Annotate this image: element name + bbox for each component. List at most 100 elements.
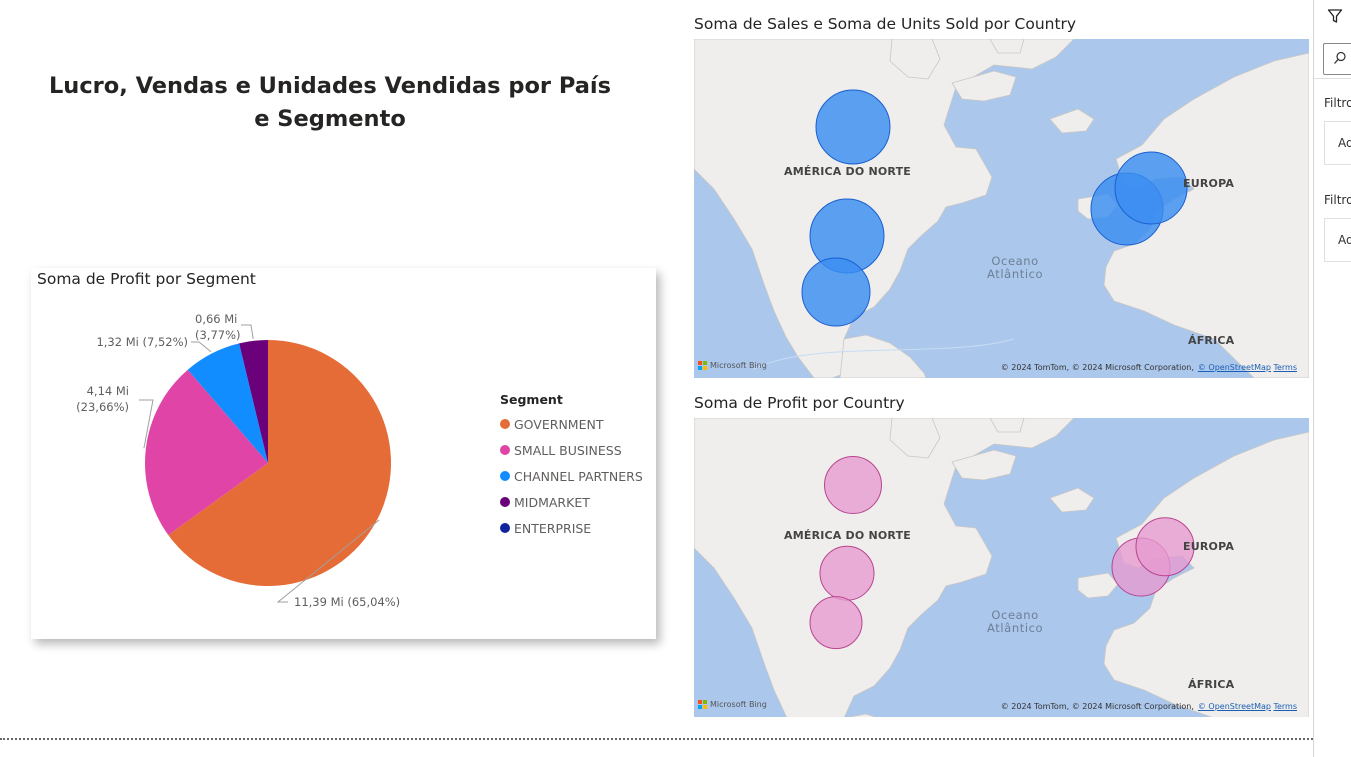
pie-chart[interactable]: 11,39 Mi (65,04%) 4,14 Mi (23,66%) 1,32 Mi … xyxy=(31,268,656,639)
land-arctic-island-2 xyxy=(989,39,1025,54)
data-label-small-business-value: 4,14 Mi xyxy=(87,384,129,398)
data-label-midmarket-percent: (3,77%) xyxy=(195,328,241,342)
filter-search-input[interactable] xyxy=(1323,43,1351,75)
map-label-atlantic-ocean: Oceano Atlântico xyxy=(987,607,1044,635)
legend-marker-enterprise xyxy=(500,523,510,533)
land-north-america xyxy=(694,39,1075,378)
legend-label-small-business: SMALL BUSINESS xyxy=(514,442,622,458)
map-bubble-united-states[interactable] xyxy=(819,545,875,601)
map-bubble-mexico[interactable] xyxy=(809,596,863,650)
map-label-europe: EUROPA xyxy=(1183,539,1235,553)
legend-marker-channel-partners xyxy=(500,471,510,481)
ocean-label-line-1: Oceano xyxy=(991,254,1039,268)
pie-slice-government[interactable] xyxy=(168,340,392,586)
land-caribbean xyxy=(839,334,927,378)
filter-add-field-2-text: Ad xyxy=(1338,233,1351,247)
data-label-midmarket-value: 0,66 Mi xyxy=(195,312,237,326)
data-label-channel-partners: 1,32 Mi (7,52%) xyxy=(96,335,188,349)
map-bubble-germany[interactable] xyxy=(1135,517,1195,577)
filter-icon[interactable] xyxy=(1327,8,1343,28)
microsoft-logo-icon xyxy=(698,361,707,370)
map-label-atlantic-ocean: Oceano Atlântico xyxy=(987,255,1043,281)
ocean-label-line-1: Oceano xyxy=(991,607,1039,622)
bing-text: Microsoft Bing xyxy=(710,700,767,709)
pie-legend: Segment GOVERNMENT SMALL BUSINESS CHANNEL … xyxy=(500,392,643,541)
leader-line-small-business xyxy=(139,399,154,449)
map-basemap xyxy=(694,39,1309,378)
map-label-africa: ÁFRICA xyxy=(1188,334,1235,347)
pie-chart-title: Soma de Profit por Segment xyxy=(37,270,256,288)
map-bubble-canada[interactable] xyxy=(824,456,882,515)
legend-item-midmarket[interactable]: MIDMARKET xyxy=(500,489,643,515)
filter-label-page: Filtros xyxy=(1324,193,1351,207)
map-sales-canvas[interactable]: AMÉRICA DO NORTE EUROPA ÁFRICA Oceano Atlânt… xyxy=(694,39,1309,378)
legend-item-enterprise[interactable]: ENTERPRISE xyxy=(500,515,643,541)
terms-link[interactable]: Terms xyxy=(1273,702,1297,711)
map-label-north-america: AMÉRICA DO NORTE xyxy=(784,529,912,543)
attribution-text: © 2024 TomTom, © 2024 Microsoft Corporat… xyxy=(1000,363,1194,372)
bing-logo: Microsoft Bing xyxy=(698,361,767,370)
bing-text: Microsoft Bing xyxy=(710,361,767,370)
legend-item-government[interactable]: GOVERNMENT xyxy=(500,411,643,437)
legend-title: Segment xyxy=(500,392,563,407)
search-icon xyxy=(1334,51,1346,64)
map-attribution: © 2024 TomTom, © 2024 Microsoft Corporat… xyxy=(1001,702,1271,711)
land-greenland-tip xyxy=(951,70,1017,102)
map-label-north-america: AMÉRICA DO NORTE xyxy=(784,165,912,178)
legend-marker-midmarket xyxy=(500,497,510,507)
map-profit-canvas[interactable]: AMÉRICA DO NORTE EUROPA ÁFRICA Oceano Atlânt… xyxy=(694,418,1309,717)
map-bubble-canada[interactable] xyxy=(815,89,891,165)
map-sales-visual[interactable]: Soma de Sales e Soma de Units Sold por C… xyxy=(694,12,1309,378)
terms-link[interactable]: Terms xyxy=(1273,363,1297,372)
map-basemap xyxy=(694,418,1309,717)
land-arctic-island-2 xyxy=(989,418,1025,433)
filter-add-field-1-text: Ad xyxy=(1338,136,1351,150)
legend-marker-small-business xyxy=(500,445,510,455)
map-label-africa: ÁFRICA xyxy=(1188,678,1235,692)
map-bubble-germany[interactable] xyxy=(1114,151,1188,225)
report-title: Lucro, Vendas e Unidades Vendidas por Pa… xyxy=(48,73,612,132)
attribution-text: © 2024 TomTom, © 2024 Microsoft Corporat… xyxy=(1000,702,1194,711)
land-caribbean xyxy=(847,713,877,717)
legend-item-channel-partners[interactable]: CHANNEL PARTNERS xyxy=(500,463,643,489)
bing-logo: Microsoft Bing xyxy=(698,700,767,709)
land-british-isles xyxy=(1077,572,1119,599)
map-bubble-mexico[interactable] xyxy=(801,257,871,327)
pie-slice-midmarket[interactable] xyxy=(239,340,268,463)
land-arctic-island xyxy=(889,418,941,459)
microsoft-logo-icon xyxy=(698,700,707,709)
data-label-small-business-percent: (23,66%) xyxy=(76,400,129,414)
pie-slice-channel-partners[interactable] xyxy=(187,343,268,463)
legend-label-channel-partners: CHANNEL PARTNERS xyxy=(514,468,643,484)
legend-label-enterprise: ENTERPRISE xyxy=(514,520,592,536)
filter-pane[interactable]: Filtros Ad Filtros Ad xyxy=(1313,0,1351,757)
filter-divider xyxy=(1314,78,1351,79)
pie-chart-visual[interactable]: Soma de Profit por Segment 11,39 Mi (65,… xyxy=(31,268,656,639)
legend-marker-government xyxy=(500,419,510,429)
map-profit-title: Soma de Profit por Country xyxy=(694,394,905,412)
filter-add-field-2[interactable]: Ad xyxy=(1324,218,1351,262)
filter-label-visual: Filtros xyxy=(1324,96,1351,110)
land-arctic-island xyxy=(889,39,941,80)
ocean-label-line-2: Atlântico xyxy=(987,620,1044,635)
map-profit-visual[interactable]: Soma de Profit por Country AMÉRICA DO NO… xyxy=(694,391,1309,717)
map-label-europe: EUROPA xyxy=(1183,177,1235,190)
legend-label-midmarket: MIDMARKET xyxy=(514,494,590,510)
legend-label-government: GOVERNMENT xyxy=(514,416,604,432)
land-north-america xyxy=(694,418,1075,717)
land-greenland-tip xyxy=(951,449,1017,481)
openstreetmap-link[interactable]: © OpenStreetMap xyxy=(1197,702,1271,711)
page-bottom-border xyxy=(0,738,1313,740)
ocean-label-line-2: Atlântico xyxy=(987,267,1044,281)
leader-line-government xyxy=(276,519,380,603)
land-iceland xyxy=(1049,108,1095,134)
pie-slice-small-business[interactable] xyxy=(145,369,268,535)
map-sales-title: Soma de Sales e Soma de Units Sold por C… xyxy=(694,15,1077,33)
openstreetmap-link[interactable]: © OpenStreetMap xyxy=(1197,363,1271,372)
filter-add-field-1[interactable]: Ad xyxy=(1324,121,1351,165)
map-attribution: © 2024 TomTom, © 2024 Microsoft Corporat… xyxy=(1001,363,1271,372)
land-iceland xyxy=(1049,487,1095,513)
data-label-government: 11,39 Mi (65,04%) xyxy=(294,595,400,609)
legend-item-small-business[interactable]: SMALL BUSINESS xyxy=(500,437,643,463)
leader-line-channel-partners xyxy=(191,341,212,353)
